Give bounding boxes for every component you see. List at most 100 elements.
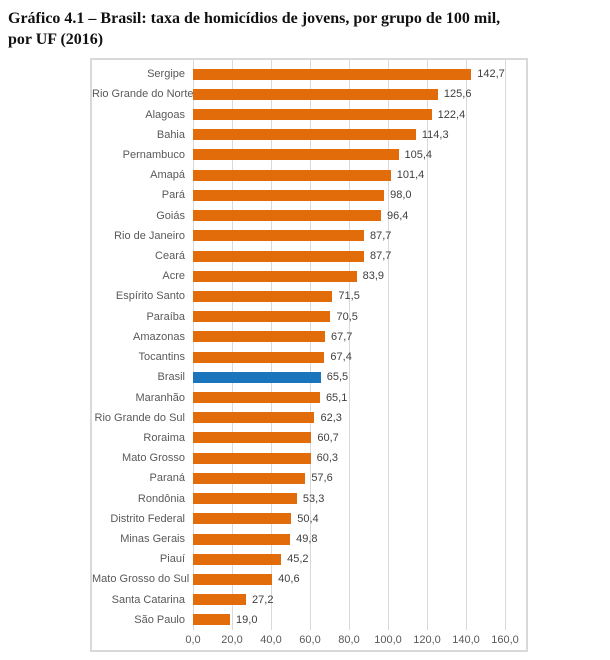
bar-row: Espírito Santo 71,5: [92, 286, 526, 306]
category-label: Ceará: [155, 250, 185, 263]
bar-rows: Sergipe 142,7 Rio Grande do Norte 125,6 Alag…: [92, 64, 526, 630]
x-tick-label: 80,0: [338, 634, 360, 646]
bar-highlight: [193, 371, 321, 383]
bar-row: Paraíba 70,5: [92, 307, 526, 327]
bar: [193, 109, 432, 121]
value-label: 45,2: [287, 553, 309, 566]
bar: [193, 533, 291, 545]
value-label: 101,4: [396, 169, 425, 182]
bar: [193, 230, 364, 242]
value-label: 87,7: [370, 250, 392, 263]
value-label: 70,5: [336, 310, 358, 323]
value-label: 105,4: [404, 148, 433, 161]
category-label: Pará: [161, 189, 185, 202]
bar: [193, 88, 438, 100]
category-label: Amazonas: [133, 330, 185, 343]
value-label: 53,3: [302, 492, 325, 505]
category-label: Rio de Janeiro: [114, 229, 185, 242]
bar-row: Alagoas 122,4: [92, 104, 526, 124]
bar: [193, 472, 306, 484]
value-label: 57,6: [311, 472, 333, 485]
x-tick-label: 40,0: [260, 634, 282, 646]
gridline-40: [271, 60, 272, 630]
chart-title: Gráfico 4.1 – Brasil: taxa de homicídios…: [8, 8, 604, 50]
bar-row: Piauí 45,2: [92, 549, 526, 569]
value-label: 114,3: [421, 128, 449, 141]
value-label: 65,1: [325, 391, 348, 404]
category-label: Piauí: [159, 553, 185, 566]
category-label: Distrito Federal: [110, 512, 185, 525]
value-label: 50,4: [297, 512, 319, 525]
bar: [193, 452, 311, 464]
category-label: Bahia: [156, 128, 185, 141]
category-label: Acre: [162, 270, 185, 283]
bar-row: Brasil 65,5: [92, 367, 526, 387]
bar: [193, 149, 399, 161]
bar: [193, 412, 315, 424]
bar: [193, 290, 333, 302]
bar-row: Rio Grande do Sul 62,3: [92, 408, 526, 428]
x-tick-label: 160,0: [491, 634, 519, 646]
category-label: Paraíba: [146, 310, 185, 323]
bar: [193, 68, 472, 80]
bar: [193, 210, 381, 222]
category-label: Rio Grande do Sul: [94, 411, 186, 424]
x-tick-label: 140,0: [452, 634, 480, 646]
category-label: Pernambuco: [122, 148, 185, 161]
gridline-80: [349, 60, 350, 630]
gridline-140: [466, 60, 467, 630]
category-label: Amapá: [150, 169, 185, 182]
category-label: Brasil: [157, 371, 185, 384]
value-label: 98,0: [390, 189, 412, 202]
x-axis: 0,0 20,0 40,0 60,0 80,0 100,0 120,0 140,0 160,0: [185, 634, 518, 650]
bar: [193, 553, 282, 565]
bar-row: Mato Grosso do Sul 40,6: [92, 569, 526, 589]
bar-row: Rio Grande do Norte 125,6: [92, 84, 526, 104]
category-label: Tocantins: [138, 351, 185, 364]
bar: [193, 250, 364, 262]
bar: [193, 513, 292, 525]
category-label: Mato Grosso do Sul: [92, 573, 190, 586]
x-tick-label: 60,0: [299, 634, 321, 646]
value-label: 96,4: [386, 209, 409, 222]
category-label: Goiás: [156, 209, 185, 222]
category-label: Alagoas: [145, 108, 185, 121]
value-label: 49,8: [296, 533, 318, 546]
x-tick-label: 120,0: [413, 634, 441, 646]
chart-frame: Sergipe 142,7 Rio Grande do Norte 125,6 Alag…: [90, 58, 528, 652]
chart-title-line2: por UF (2016): [8, 31, 104, 49]
value-label: 125,6: [443, 88, 472, 101]
gridlines: [193, 60, 506, 630]
value-label: 27,2: [252, 593, 274, 606]
category-label: São Paulo: [134, 613, 185, 626]
value-label: 65,5: [326, 371, 349, 384]
category-label: Espírito Santo: [115, 290, 185, 303]
gridline-0: [193, 60, 194, 630]
x-tick-label: 20,0: [221, 634, 243, 646]
bar: [193, 270, 357, 282]
bar-row: Distrito Federal 50,4: [92, 509, 526, 529]
category-label: Roraima: [143, 431, 185, 444]
bar-row: Rondônia 53,3: [92, 488, 526, 508]
gridline-60: [310, 60, 311, 630]
bar-row: Pará 98,0: [92, 185, 526, 205]
category-label: Paraná: [149, 472, 185, 485]
value-label: 83,9: [362, 270, 385, 283]
chart-title-line1: Gráfico 4.1 – Brasil: taxa de homicídios…: [8, 10, 501, 27]
category-label: Rio Grande do Norte: [92, 88, 194, 101]
bar-row: Mato Grosso 60,3: [92, 448, 526, 468]
bar: [193, 392, 320, 404]
x-tick-label: 0,0: [185, 634, 201, 646]
bar: [193, 351, 325, 363]
bar-row: Goiás 96,4: [92, 205, 526, 225]
bar-row: São Paulo 19,0: [92, 610, 526, 630]
value-label: 40,6: [278, 573, 300, 586]
bar-row: Bahia 114,3: [92, 125, 526, 145]
bar-row: Maranhão 65,1: [92, 387, 526, 407]
bar: [193, 189, 385, 201]
bar: [193, 573, 273, 585]
bar-row: Rio de Janeiro 87,7: [92, 226, 526, 246]
gridline-160: [505, 60, 506, 630]
category-label: Maranhão: [135, 391, 185, 404]
value-label: 122,4: [437, 108, 466, 121]
